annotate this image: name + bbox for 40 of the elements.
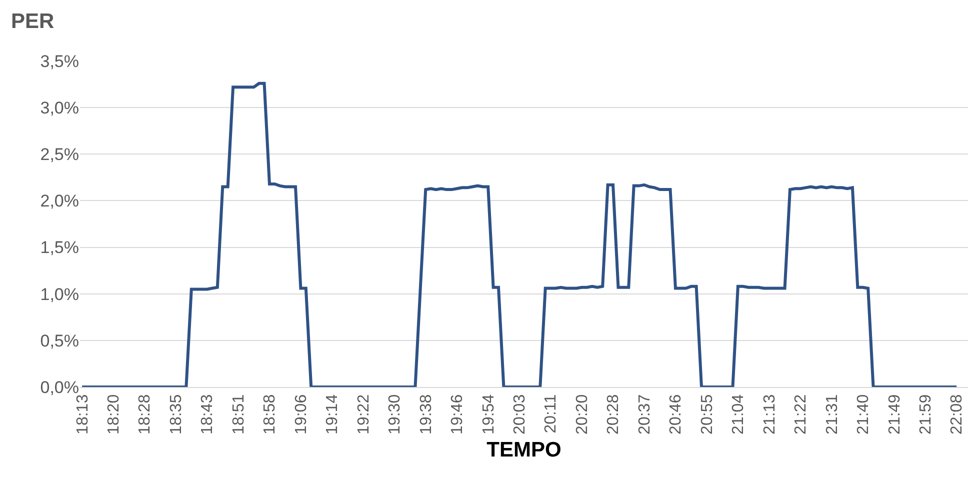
x-tick-label: 20:03 xyxy=(512,394,529,434)
x-axis-title: TEMPO xyxy=(486,438,562,462)
x-tick-label: 21:59 xyxy=(918,394,935,434)
x-tick-label: 19:54 xyxy=(480,394,498,434)
x-tick-label: 19:46 xyxy=(449,394,466,434)
x-tick-label: 20:55 xyxy=(698,394,716,434)
x-tick-label: 18:43 xyxy=(199,394,216,434)
y-axis-title: PER xyxy=(11,10,54,33)
x-tick-label: 18:13 xyxy=(74,394,92,434)
y-tick-label: 2,0% xyxy=(40,192,79,211)
x-tick-label: 18:51 xyxy=(230,394,248,434)
x-tick-label: 19:22 xyxy=(355,394,372,434)
x-tick-label: 19:06 xyxy=(292,394,310,434)
y-tick-label: 0,0% xyxy=(40,378,79,397)
y-tick-label: 1,0% xyxy=(40,284,79,304)
x-tick-label: 21:13 xyxy=(761,394,778,434)
y-tick-label: 3,5% xyxy=(40,52,79,71)
x-tick-label: 20:37 xyxy=(636,394,654,434)
x-tick-label: 20:20 xyxy=(574,394,591,434)
x-tick-label: 18:35 xyxy=(168,394,185,434)
x-tick-label: 19:38 xyxy=(418,394,435,434)
y-tick-label: 2,5% xyxy=(40,145,79,164)
line-series xyxy=(80,82,958,387)
x-tick-label: 21:31 xyxy=(824,394,841,434)
x-tick-label: 22:08 xyxy=(948,394,966,434)
x-tick-label: 18:58 xyxy=(262,394,279,434)
x-tick-label: 20:11 xyxy=(542,394,560,434)
y-tick-label: 1,5% xyxy=(40,238,79,258)
x-tick-label: 18:28 xyxy=(136,394,154,434)
x-tick-label: 21:22 xyxy=(792,394,810,434)
x-tick-label: 19:30 xyxy=(386,394,404,434)
y-tick-label: 3,0% xyxy=(40,98,79,118)
x-tick-label: 21:49 xyxy=(886,394,904,434)
x-tick-label: 19:14 xyxy=(324,394,342,434)
x-tick-label: 18:20 xyxy=(106,394,123,434)
x-tick-label: 21:04 xyxy=(730,394,748,434)
x-tick-label: 20:28 xyxy=(605,394,622,434)
x-tick-label: 20:46 xyxy=(668,394,685,434)
y-tick-label: 0,5% xyxy=(40,331,79,350)
x-tick-label: 21:40 xyxy=(855,394,872,434)
